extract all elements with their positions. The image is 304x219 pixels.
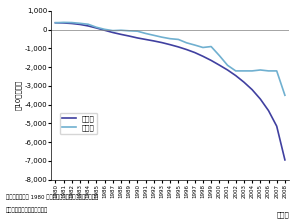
理論値 (136, 37, 139, 39)
実績値 (86, 23, 90, 26)
実績値 (275, 70, 278, 72)
実績値 (226, 64, 229, 67)
理論値 (258, 98, 262, 100)
理論値 (209, 59, 213, 62)
理論値 (177, 46, 180, 48)
実績値 (54, 21, 57, 24)
理論値 (119, 33, 123, 36)
実績値 (70, 21, 74, 24)
理論値 (275, 125, 278, 127)
理論値 (267, 109, 270, 112)
Text: 備考：理論値は 1980 年を始点とした経常収支の累積値。: 備考：理論値は 1980 年を始点とした経常収支の累積値。 (6, 195, 98, 200)
実績値 (177, 38, 180, 41)
実績値 (217, 54, 221, 57)
理論値 (283, 159, 287, 161)
実績値 (234, 70, 237, 72)
理論値 (152, 40, 156, 42)
理論値 (144, 38, 147, 41)
実績値 (209, 45, 213, 48)
Y-axis label: （10億ドル）: （10億ドル） (15, 80, 22, 110)
実績値 (62, 21, 65, 24)
理論値 (242, 81, 246, 83)
実績値 (78, 22, 82, 25)
Text: （年）: （年） (276, 212, 289, 218)
実績値 (95, 26, 98, 28)
理論値 (250, 88, 254, 91)
理論値 (62, 22, 65, 24)
Line: 実績値: 実績値 (55, 22, 285, 95)
実績値 (119, 29, 123, 32)
理論値 (127, 35, 131, 37)
実績値 (185, 41, 188, 44)
理論値 (54, 21, 57, 24)
実績値 (193, 44, 197, 46)
実績値 (267, 70, 270, 72)
理論値 (103, 29, 106, 32)
Legend: 理論値, 実績値: 理論値, 実績値 (60, 113, 97, 134)
理論値 (111, 31, 115, 34)
実績値 (242, 70, 246, 72)
Text: 資料：米国商務省から作成。: 資料：米国商務省から作成。 (6, 208, 48, 214)
理論値 (160, 41, 164, 44)
実績値 (127, 30, 131, 32)
理論値 (226, 69, 229, 71)
実績値 (283, 94, 287, 97)
理論値 (168, 43, 172, 46)
実績値 (250, 70, 254, 72)
理論値 (78, 23, 82, 26)
実績値 (160, 36, 164, 39)
実績値 (111, 29, 115, 32)
実績値 (136, 30, 139, 32)
Line: 理論値: 理論値 (55, 23, 285, 160)
理論値 (201, 55, 205, 58)
実績値 (152, 34, 156, 37)
実績値 (258, 69, 262, 71)
実績値 (168, 37, 172, 40)
理論値 (86, 25, 90, 27)
理論値 (193, 51, 197, 54)
理論値 (95, 27, 98, 29)
実績値 (144, 32, 147, 35)
実績値 (201, 46, 205, 49)
理論値 (185, 48, 188, 51)
理論値 (217, 64, 221, 66)
理論値 (234, 74, 237, 77)
理論値 (70, 22, 74, 25)
実績値 (103, 28, 106, 31)
